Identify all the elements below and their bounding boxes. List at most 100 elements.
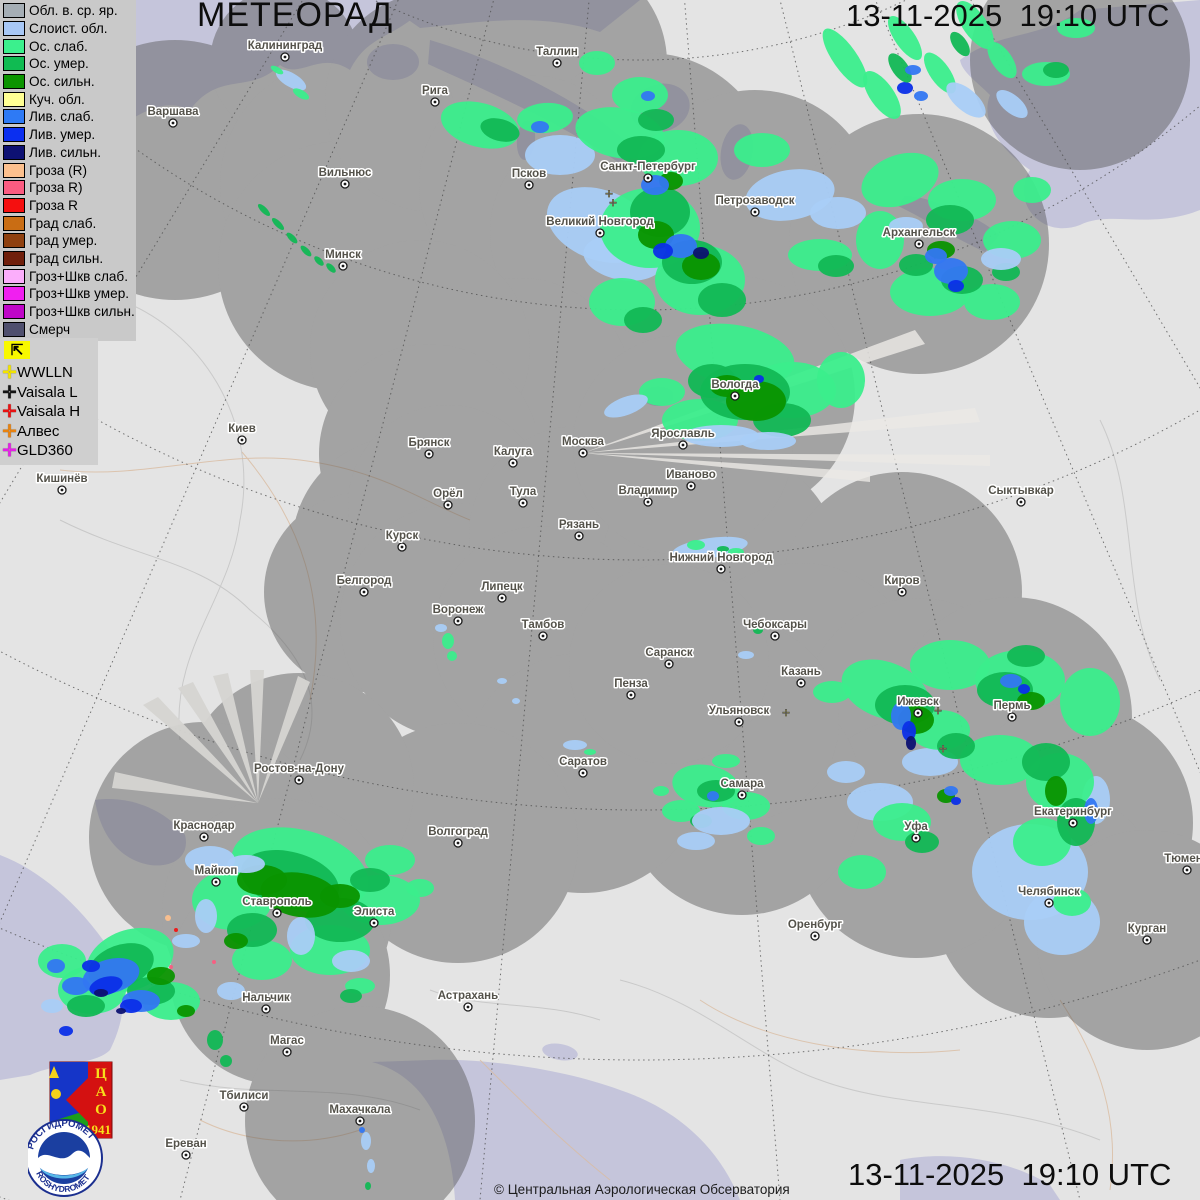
city-marker[interactable]: Пермь	[992, 699, 1032, 722]
legend-color-swatch	[3, 286, 25, 302]
city-marker[interactable]: Киев	[227, 422, 257, 445]
city-marker[interactable]: Нижний Новгород	[668, 551, 775, 574]
city-marker[interactable]: Махачкала	[328, 1103, 393, 1126]
city-marker[interactable]: Ижевск	[896, 695, 941, 718]
city-marker[interactable]: Ереван	[164, 1137, 208, 1160]
lightning-network-label: GLD360	[17, 442, 73, 460]
lightning-strike-icon: ✛	[934, 706, 942, 716]
city-marker[interactable]: Уфа	[903, 820, 930, 843]
city-marker[interactable]: Воронеж	[431, 603, 486, 626]
city-marker[interactable]: Таллин	[535, 45, 579, 68]
city-marker[interactable]: Владимир	[617, 484, 679, 507]
city-marker[interactable]: Ростов-на-Дону	[253, 762, 346, 785]
city-marker[interactable]: Варшава	[146, 105, 201, 128]
legend-item-label: Град слаб.	[29, 215, 97, 231]
city-label: Майкоп	[195, 865, 238, 877]
city-label: Рязань	[559, 519, 599, 531]
city-marker[interactable]: Волгоград	[427, 825, 490, 848]
legend-item-label: Гроз+Шкв сильн.	[29, 304, 135, 320]
city-marker[interactable]: Архангельск	[881, 226, 957, 249]
city-marker[interactable]: Псков	[510, 167, 548, 190]
city-marker[interactable]: Курск	[384, 529, 420, 552]
city-marker[interactable]: Элиста	[352, 905, 396, 928]
city-marker[interactable]: Тбилиси	[218, 1089, 270, 1112]
city-label: Вологда	[711, 379, 759, 391]
city-marker[interactable]: Калуга	[492, 445, 534, 468]
city-marker[interactable]: Екатеринбург	[1033, 805, 1114, 828]
city-label: Вильнюс	[319, 167, 372, 179]
city-marker[interactable]: Чебоксары	[742, 618, 809, 641]
legend-item-label: Гроза R)	[29, 180, 83, 196]
city-marker[interactable]: Ставрополь	[241, 895, 313, 918]
city-marker[interactable]: Тюмень	[1163, 852, 1200, 875]
city-marker[interactable]: Великий Новгород	[545, 215, 656, 238]
city-marker[interactable]: Вологда	[710, 378, 761, 401]
city-marker[interactable]: Челябинск	[1017, 885, 1082, 908]
city-marker[interactable]: Ульяновск	[707, 704, 771, 727]
city-label: Иваново	[666, 469, 716, 481]
city-marker[interactable]: Тула	[508, 485, 538, 508]
city-marker[interactable]: Майкоп	[193, 864, 239, 887]
city-label: Владимир	[619, 485, 678, 497]
city-marker[interactable]: Петрозаводск	[714, 194, 796, 217]
legend-item-label: Гроз+Шкв слаб.	[29, 268, 128, 284]
city-marker[interactable]: Москва	[561, 435, 606, 458]
city-label: Киев	[228, 423, 256, 435]
city-marker[interactable]: Иваново	[665, 468, 717, 491]
legend-item: Гроза (R)	[3, 161, 132, 179]
city-label: Пенза	[614, 678, 648, 690]
city-label: Петрозаводск	[715, 195, 794, 207]
lightning-legend-item: ✛ GLD360	[2, 441, 98, 461]
legend-item-label: Гроза R	[29, 197, 78, 213]
city-marker[interactable]: Белгород	[335, 574, 394, 597]
lightning-network-label: Алвес	[17, 422, 60, 440]
city-label: Нальчик	[242, 992, 290, 1004]
lightning-strike-markers: ✛✛✛✛✛	[605, 189, 947, 754]
legend-item: Лив. сильн.	[3, 144, 132, 162]
city-label: Кишинёв	[36, 473, 87, 485]
city-marker[interactable]: Орёл	[432, 487, 464, 510]
lightning-network-label: Vaisala H	[17, 403, 81, 421]
city-marker[interactable]: Нальчик	[241, 991, 292, 1014]
city-marker[interactable]: Казань	[780, 665, 822, 688]
city-marker[interactable]: Оренбург	[786, 918, 844, 941]
city-marker[interactable]: Кишинёв	[35, 472, 89, 495]
city-marker[interactable]: Липецк	[480, 580, 524, 603]
lightning-strike-icon: ✛	[782, 708, 790, 718]
roads	[59, 451, 1113, 1191]
city-marker[interactable]: Саратов	[558, 755, 608, 778]
legend-color-swatch	[3, 56, 25, 72]
city-marker[interactable]: Рязань	[557, 518, 601, 541]
city-marker[interactable]: Курган	[1126, 922, 1168, 945]
lightning-network-label: WWLLN	[17, 364, 73, 382]
city-marker[interactable]: Калининград	[246, 39, 324, 62]
legend-item: Гроза R)	[3, 179, 132, 197]
city-marker[interactable]: Тамбов	[520, 618, 566, 641]
legend-item: Ос. умер.	[3, 55, 132, 73]
city-marker[interactable]: Вильнюс	[317, 166, 373, 189]
city-marker[interactable]: Самара	[719, 777, 766, 800]
lightning-cross-icon: ✛	[2, 421, 17, 441]
city-marker[interactable]: Брянск	[407, 436, 451, 459]
city-marker[interactable]: Пенза	[613, 677, 650, 700]
city-label: Псков	[512, 168, 546, 180]
city-marker[interactable]: Рига	[421, 84, 450, 107]
city-marker[interactable]: Саранск	[644, 646, 694, 669]
city-label: Оренбург	[788, 919, 843, 931]
city-marker[interactable]: Ярославль	[650, 427, 716, 450]
legend-item-label: Лив. сильн.	[29, 144, 101, 160]
city-marker[interactable]: Краснодар	[172, 819, 236, 842]
city-marker[interactable]: Киров	[883, 574, 921, 597]
city-label: Уфа	[904, 821, 928, 833]
city-marker[interactable]: Минск	[324, 248, 363, 271]
city-marker[interactable]: Санкт-Петербург	[599, 160, 697, 183]
city-marker[interactable]: Магас	[269, 1034, 306, 1057]
legend-color-swatch	[3, 321, 25, 337]
city-marker[interactable]: Сыктывкар	[987, 484, 1055, 507]
lightning-legend: ⇱ ✛ WWLLN ✛ Vaisala L ✛ Vaisala H ✛ Алвес ✛ GLD36…	[0, 338, 98, 465]
legend-color-swatch	[3, 162, 25, 178]
city-markers: Калининград Таллин Рига Варшава Вильнюс Псков…	[35, 39, 1200, 1160]
city-marker[interactable]: Астрахань	[436, 989, 500, 1012]
city-label: Магас	[270, 1035, 304, 1047]
